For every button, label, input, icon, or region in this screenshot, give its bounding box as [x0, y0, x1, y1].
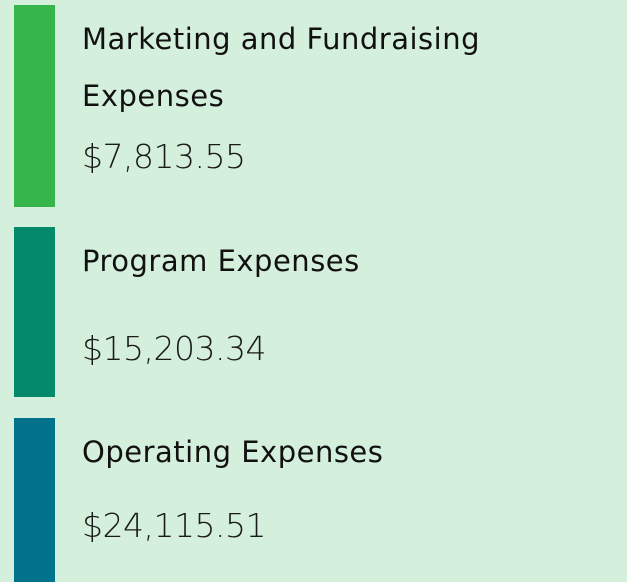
- color-bar: [14, 5, 55, 207]
- item-label: Marketing and Fundraising Expenses: [82, 22, 480, 113]
- item-amount: $15,203.34: [82, 329, 266, 368]
- item-amount: $24,115.51: [82, 506, 266, 545]
- item-amount: $7,813.55: [82, 137, 246, 176]
- color-bar: [14, 227, 55, 397]
- item-label: Operating Expenses: [82, 435, 384, 469]
- color-bar: [14, 418, 55, 582]
- item-label: Program Expenses: [82, 244, 360, 278]
